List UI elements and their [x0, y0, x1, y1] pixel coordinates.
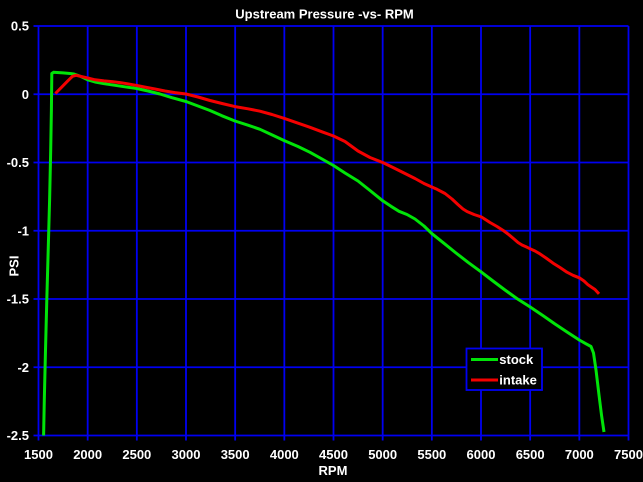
svg-text:RPM: RPM [319, 463, 348, 478]
svg-text:-0.5: -0.5 [7, 155, 29, 170]
svg-text:Upstream Pressure -vs- RPM: Upstream Pressure -vs- RPM [235, 7, 413, 22]
svg-text:6500: 6500 [516, 447, 545, 462]
svg-text:0.5: 0.5 [11, 19, 29, 34]
svg-text:2000: 2000 [73, 447, 102, 462]
svg-text:3000: 3000 [172, 447, 201, 462]
svg-text:4000: 4000 [270, 447, 299, 462]
svg-text:2500: 2500 [122, 447, 151, 462]
svg-text:7000: 7000 [565, 447, 594, 462]
svg-text:-1.5: -1.5 [7, 292, 29, 307]
svg-text:0: 0 [22, 87, 29, 102]
svg-text:-1: -1 [17, 223, 29, 238]
svg-text:5000: 5000 [368, 447, 397, 462]
svg-text:7500: 7500 [614, 447, 643, 462]
svg-text:PSI: PSI [7, 256, 22, 277]
svg-text:4500: 4500 [319, 447, 348, 462]
svg-text:-2.5: -2.5 [7, 428, 29, 443]
svg-text:stock: stock [499, 352, 534, 367]
svg-text:3500: 3500 [221, 447, 250, 462]
svg-text:intake: intake [499, 372, 537, 387]
svg-text:6000: 6000 [467, 447, 496, 462]
svg-text:-2: -2 [17, 360, 29, 375]
svg-text:5500: 5500 [417, 447, 446, 462]
svg-text:1500: 1500 [24, 447, 53, 462]
